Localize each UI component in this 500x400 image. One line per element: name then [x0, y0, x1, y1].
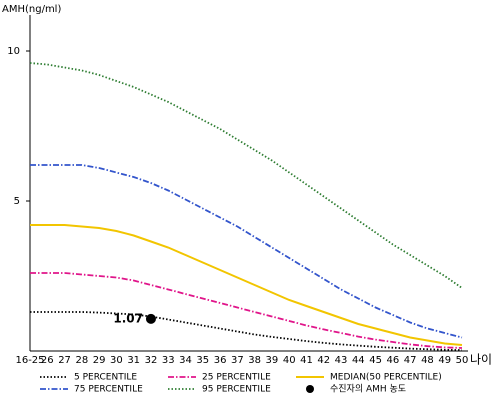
x-tick-label: 45	[369, 355, 382, 366]
x-tick-label: 40	[283, 355, 296, 366]
x-tick-label: 39	[266, 355, 279, 366]
x-tick-label: 50	[456, 355, 469, 366]
x-tick-label: 28	[75, 355, 88, 366]
legend-label: 75 PERCENTILE	[74, 385, 143, 395]
x-tick-label: 46	[387, 355, 400, 366]
legend-label: 25 PERCENTILE	[202, 373, 271, 383]
x-tick-label: 27	[58, 355, 71, 366]
x-tick-label: 48	[421, 355, 434, 366]
line	[30, 311, 463, 351]
line	[30, 164, 463, 339]
legend-swatch	[306, 385, 314, 393]
legend-label: 수진자의 AMH 농도	[330, 384, 406, 395]
x-tick-label: 37	[231, 355, 244, 366]
x-tick-label: 47	[404, 355, 417, 366]
x-tick-label: 34	[179, 355, 192, 366]
x-tick-label: 26	[41, 355, 54, 366]
x-tick-label: 30	[110, 355, 123, 366]
x-tick-label: 44	[352, 355, 365, 366]
x-tick-label: 32	[145, 355, 158, 366]
line	[29, 62, 463, 289]
line	[30, 272, 463, 349]
x-tick-label: 49	[438, 355, 451, 366]
y-tick-label: 5	[14, 196, 20, 207]
x-tick-label: 38	[248, 355, 261, 366]
legend-label: 95 PERCENTILE	[202, 385, 271, 395]
x-tick-label: 31	[127, 355, 140, 366]
x-tick-label: 41	[300, 355, 313, 366]
patient-point	[145, 313, 156, 324]
data-label: 1.07	[113, 311, 143, 325]
x-tick-label: 36	[214, 355, 227, 366]
legend-label: 5 PERCENTILE	[74, 373, 137, 383]
legend-label: MEDIAN(50 PERCENTILE)	[330, 373, 442, 383]
x-tick-label: 42	[317, 355, 330, 366]
line	[30, 224, 463, 346]
x-tick-label: 43	[335, 355, 348, 366]
x-tick-label: 35	[196, 355, 209, 366]
y-tick-label: 10	[7, 46, 20, 57]
x-axis-label: 나이	[470, 353, 492, 367]
x-tick-label: 33	[162, 355, 175, 366]
x-tick-label: 29	[93, 355, 106, 366]
y-axis-label: AMH(ng/ml)	[2, 4, 61, 15]
x-tick-label: 16-25	[15, 355, 44, 366]
